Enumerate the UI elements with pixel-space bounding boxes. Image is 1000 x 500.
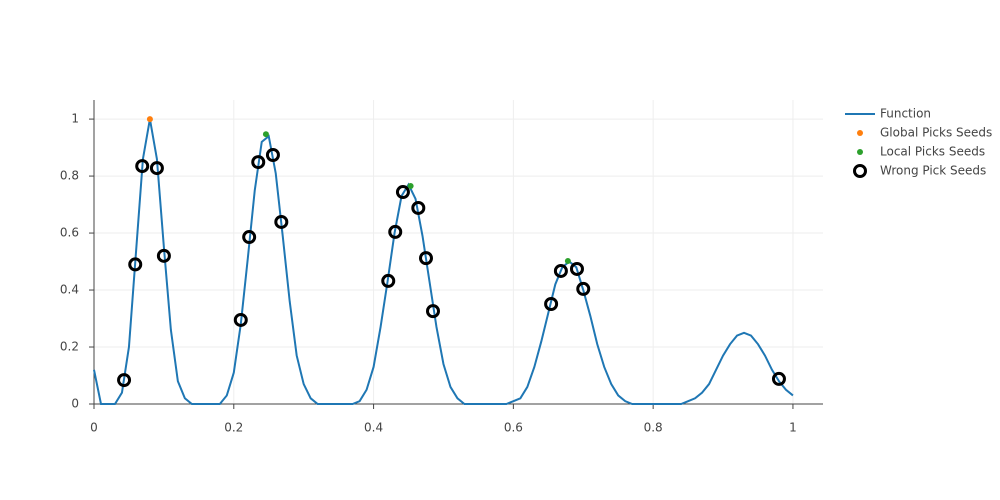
wrong-pick-point: [771, 371, 786, 386]
wrong-pick-point: [411, 200, 426, 215]
wrong-pick-point: [233, 312, 248, 327]
wrong-pick-point: [117, 373, 132, 388]
pick-point: [407, 183, 414, 190]
pick-point: [564, 257, 571, 264]
pick-point: [262, 131, 269, 138]
legend-label: Wrong Pick Seeds: [880, 164, 986, 178]
y-tick-label: 0.2: [60, 340, 79, 354]
x-tick-label: 0: [90, 421, 98, 435]
wrong-pick-point: [128, 257, 143, 272]
wrong-pick-point: [242, 230, 257, 245]
y-tick-label: 0: [71, 397, 79, 411]
wrong-pick-point: [274, 214, 289, 229]
x-tick-label: 0.4: [364, 421, 383, 435]
legend-label: Local Picks Seeds: [880, 145, 985, 159]
wrong-pick-point: [265, 147, 280, 162]
legend-label: Function: [880, 107, 931, 121]
wrong-pick-point: [418, 251, 433, 266]
function-line: [93, 118, 794, 405]
wrong-pick-point: [149, 161, 164, 176]
y-tick-label: 0.8: [60, 169, 79, 183]
wrong-pick-point: [569, 261, 584, 276]
wrong-pick-point: [576, 281, 591, 296]
legend-symbol: [857, 149, 863, 155]
x-tick-label: 0.2: [224, 421, 243, 435]
x-tick-label: 1: [789, 421, 797, 435]
y-tick-label: 1: [71, 112, 79, 126]
y-tick-label: 0.4: [60, 283, 79, 297]
y-tick-label: 0.6: [60, 226, 79, 240]
legend-symbol: [857, 130, 863, 136]
wrong-pick-point: [544, 296, 559, 311]
legend-label: Global Picks Seeds: [880, 126, 992, 140]
wrong-pick-point: [135, 159, 150, 174]
wrong-pick-point: [425, 304, 440, 319]
x-tick-label: 0.6: [504, 421, 523, 435]
legend-symbol: [853, 164, 867, 178]
wrong-pick-point: [395, 185, 410, 200]
wrong-pick-point: [251, 155, 266, 170]
wrong-pick-point: [388, 224, 403, 239]
x-tick-label: 0.8: [644, 421, 663, 435]
pick-point: [146, 116, 153, 123]
wrong-pick-point: [553, 263, 568, 278]
wrong-pick-point: [381, 273, 396, 288]
wrong-pick-point: [156, 248, 171, 263]
